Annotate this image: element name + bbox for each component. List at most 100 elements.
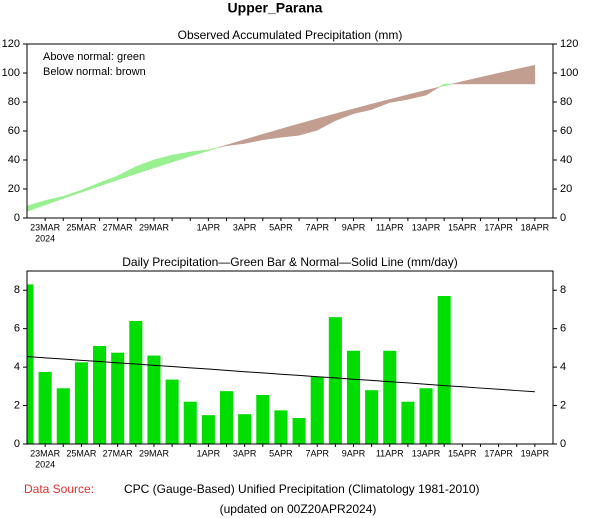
bar	[183, 401, 197, 444]
y-tick-label: 6	[560, 323, 566, 335]
x-tick-label: 9APR	[342, 222, 366, 232]
anomaly-band	[425, 86, 440, 96]
anomaly-band	[262, 128, 282, 141]
x-tick-label: 11APR	[376, 222, 404, 232]
chart-title: Observed Accumulated Precipitation (mm)	[178, 28, 403, 42]
x-tick-label: 5APR	[269, 222, 293, 232]
anomaly-band	[480, 72, 499, 85]
anomaly-band	[219, 144, 227, 148]
plot-frame	[26, 270, 554, 445]
bar	[27, 284, 34, 444]
plot	[27, 64, 536, 212]
bar	[147, 355, 161, 444]
anomaly-band	[298, 118, 318, 136]
x-year-label: 2024	[35, 459, 55, 469]
bar	[56, 388, 70, 444]
anomaly-band	[226, 139, 245, 147]
updated: (updated on 00Z20APR2024)	[220, 502, 377, 516]
y-tick-label: 80	[8, 96, 20, 108]
page-title: Upper_Parana	[228, 0, 323, 16]
x-tick-label: 7APR	[305, 222, 329, 232]
x-tick-label: 25MAR	[66, 448, 97, 458]
anomaly-band	[208, 147, 220, 151]
anomaly-band	[335, 108, 354, 121]
x-tick-label: 13APR	[412, 448, 441, 458]
bar	[129, 320, 143, 444]
bar	[111, 352, 125, 444]
normal-line	[27, 356, 535, 393]
x-tick-label: 19APR	[521, 448, 550, 458]
bar	[292, 418, 306, 444]
y-tick-label: 60	[8, 125, 20, 137]
y-tick-label: 20	[560, 183, 572, 195]
bar	[38, 371, 52, 444]
bar	[328, 317, 342, 444]
bar	[437, 295, 451, 444]
y-tick-label: 40	[8, 154, 20, 166]
anomaly-band	[443, 83, 453, 87]
y-tick-label: 120	[2, 38, 20, 50]
y-tick-label: 4	[14, 361, 20, 373]
anomaly-band	[117, 166, 137, 181]
bar	[201, 415, 215, 444]
anomaly-band	[353, 103, 372, 114]
bar	[165, 379, 179, 444]
anomaly-band	[189, 149, 209, 157]
x-tick-label: 17APR	[484, 448, 513, 458]
anomaly-band	[244, 133, 264, 144]
anomaly-band	[63, 189, 82, 199]
y-tick-label: 0	[14, 438, 20, 450]
bar	[238, 414, 252, 444]
annotation: Below normal: brown	[43, 66, 146, 78]
anomaly-band	[498, 68, 517, 85]
anomaly-band	[44, 196, 64, 206]
anomaly-band	[452, 81, 463, 85]
bar	[274, 410, 288, 444]
x-tick-label: 13APR	[412, 222, 441, 232]
x-tick-label: 27MAR	[103, 448, 134, 458]
y-tick-label: 8	[14, 284, 20, 296]
anomaly-band	[99, 175, 118, 187]
annotation: Above normal: green	[43, 51, 145, 63]
anomaly-band	[516, 64, 536, 85]
anomaly-band	[27, 200, 46, 212]
bar	[256, 394, 270, 444]
y-tick-label: 100	[560, 67, 578, 79]
x-tick-label: 29MAR	[139, 222, 170, 232]
anomaly-band	[438, 83, 445, 88]
anomaly-band	[153, 154, 173, 169]
y-tick-label: 0	[560, 212, 566, 224]
y-tick-label: 4	[560, 361, 566, 373]
x-tick-label: 3APR	[233, 448, 257, 458]
y-tick-label: 0	[14, 212, 20, 224]
x-tick-label: 29MAR	[139, 448, 170, 458]
bar	[365, 390, 379, 444]
x-tick-label: 15APR	[448, 448, 477, 458]
x-tick-label: 27MAR	[103, 222, 134, 232]
bar	[401, 401, 415, 444]
y-tick-label: 8	[560, 284, 566, 296]
anomaly-band	[171, 151, 191, 163]
y-tick-label: 20	[8, 183, 20, 195]
anomaly-band	[81, 182, 100, 193]
anomaly-band	[316, 113, 336, 131]
y-tick-label: 120	[560, 38, 578, 50]
x-tick-label: 1APR	[197, 222, 221, 232]
y-tick-label: 0	[560, 438, 566, 450]
source-label: Data Source:	[24, 482, 94, 496]
x-tick-label: 3APR	[233, 222, 257, 232]
y-tick-label: 2	[560, 399, 566, 411]
y-tick-label: 60	[560, 125, 572, 137]
x-tick-label: 1APR	[197, 448, 221, 458]
bar	[93, 345, 107, 444]
anomaly-band	[407, 89, 427, 100]
y-tick-label: 2	[14, 399, 20, 411]
y-tick-label: 100	[2, 67, 20, 79]
anomaly-band	[135, 159, 155, 175]
bar	[419, 388, 433, 444]
x-tick-label: 23MAR	[30, 222, 61, 232]
x-tick-label: 18APR	[521, 222, 550, 232]
bar	[383, 350, 397, 444]
x-tick-label: 7APR	[305, 448, 329, 458]
